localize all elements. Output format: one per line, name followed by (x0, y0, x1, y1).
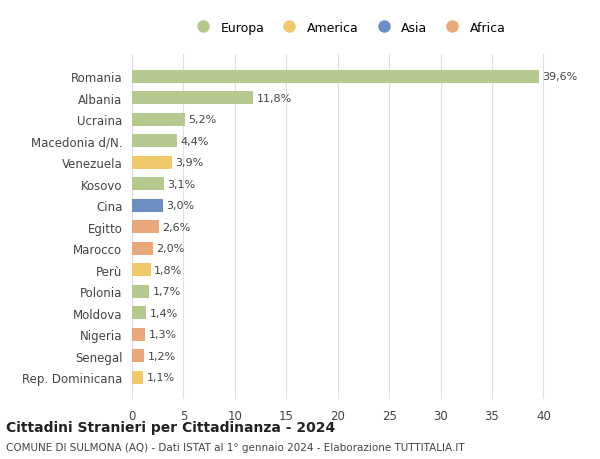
Bar (132, 242, 152, 255)
Text: 1,3%: 1,3% (148, 330, 176, 339)
Bar (132, 349, 145, 362)
Text: 1,8%: 1,8% (154, 265, 182, 275)
Bar (132, 135, 177, 148)
Text: 2,6%: 2,6% (162, 222, 190, 232)
Text: 1,2%: 1,2% (148, 351, 176, 361)
Text: 3,1%: 3,1% (167, 179, 195, 189)
Text: 1,7%: 1,7% (152, 286, 181, 297)
Text: Cittadini Stranieri per Cittadinanza - 2024: Cittadini Stranieri per Cittadinanza - 2… (6, 420, 335, 435)
Text: 5,2%: 5,2% (188, 115, 217, 125)
Text: 4,4%: 4,4% (181, 136, 209, 146)
Text: 3,0%: 3,0% (166, 201, 194, 211)
Text: 1,4%: 1,4% (149, 308, 178, 318)
Bar (132, 71, 539, 84)
Bar (132, 371, 143, 384)
Bar (132, 328, 145, 341)
Bar (132, 178, 164, 191)
Bar (132, 92, 253, 105)
Bar (132, 307, 146, 319)
Text: 39,6%: 39,6% (542, 72, 578, 82)
Text: 2,0%: 2,0% (155, 244, 184, 254)
Bar (132, 199, 163, 212)
Text: 11,8%: 11,8% (256, 94, 292, 104)
Text: COMUNE DI SULMONA (AQ) - Dati ISTAT al 1° gennaio 2024 - Elaborazione TUTTITALIA: COMUNE DI SULMONA (AQ) - Dati ISTAT al 1… (6, 442, 464, 452)
Bar (132, 113, 185, 127)
Legend: Europa, America, Asia, Africa: Europa, America, Asia, Africa (185, 17, 511, 39)
Bar (132, 285, 149, 298)
Bar (132, 263, 151, 276)
Text: 3,9%: 3,9% (175, 158, 203, 168)
Text: 1,1%: 1,1% (146, 372, 175, 382)
Bar (132, 157, 172, 169)
Bar (132, 221, 159, 234)
